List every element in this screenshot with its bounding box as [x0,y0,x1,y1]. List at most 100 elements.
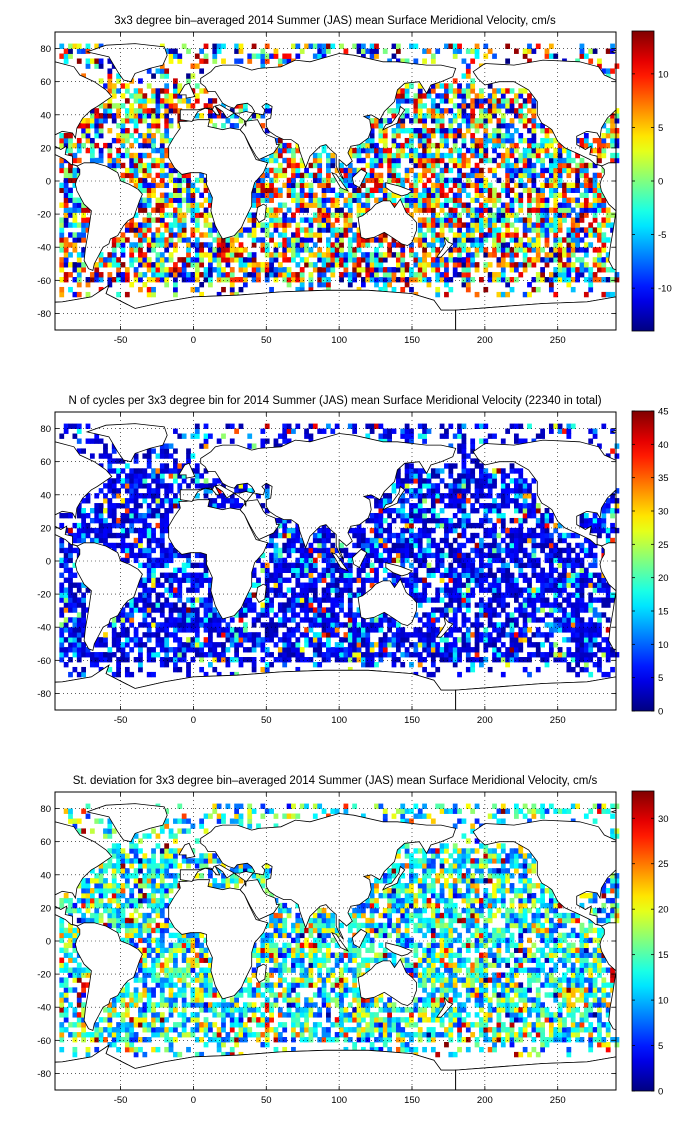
data-cell [98,113,104,119]
data-cell [59,597,65,603]
data-cell [190,257,196,263]
data-cell [575,652,580,658]
data-cell [146,227,152,233]
data-cell [72,182,78,189]
data-cell [500,572,506,578]
data-cell [269,152,274,159]
data-cell [72,627,78,633]
data-cell [522,627,528,633]
data-cell [404,142,410,149]
data-cell [72,602,78,608]
data-cell [339,647,344,653]
data-cell [562,577,567,583]
data-cell [269,552,274,559]
data-cell [286,577,292,583]
data-cell [124,83,130,89]
data-cell [483,157,489,164]
data-cell [89,157,95,164]
data-cell [522,222,528,228]
data-cell [81,132,86,139]
data-cell [356,577,362,583]
data-cell [592,187,598,193]
data-cell [461,108,467,114]
data-cell [374,617,379,623]
data-cell [199,113,205,119]
data-cell [177,177,183,184]
data-cell [308,277,314,283]
data-cell [173,103,178,109]
data-cell [273,547,279,554]
data-cell [575,612,580,618]
data-cell [356,48,362,54]
data-cell [566,197,572,203]
data-cell [168,212,174,218]
data-cell [247,632,253,638]
data-cell [544,167,550,174]
data-cell [483,232,489,238]
data-cell [562,572,567,578]
data-cell [151,118,156,124]
data-cell [181,562,187,569]
data-cell [129,602,135,608]
data-cell [509,108,515,114]
data-cell [579,217,585,223]
data-cell [518,647,524,653]
data-cell [422,128,427,134]
data-cell [199,617,205,623]
data-cell [361,182,366,189]
data-cell [553,291,559,298]
data-cell [492,167,497,174]
data-cell [146,108,152,114]
data-cell [557,247,563,253]
data-cell [522,172,528,179]
data-cell [452,232,458,238]
data-cell [120,137,126,144]
data-cell [435,592,441,598]
data-cell [413,43,419,49]
data-cell [76,237,82,243]
data-cell [68,607,73,613]
data-cell [426,113,432,119]
data-cell [540,572,545,578]
data-cell [461,277,467,283]
data-cell [535,587,541,593]
data-cell [63,567,69,573]
data-cell [470,622,476,628]
data-cell [597,257,602,263]
data-cell [457,272,462,278]
data-cell [439,552,445,559]
data-cell [487,666,493,673]
data-cell [583,242,589,248]
data-cell [334,227,340,233]
data-cell [430,657,436,663]
data-cell [317,197,323,203]
data-cell [465,93,471,99]
data-cell [203,207,209,213]
data-cell [321,632,327,638]
data-cell [326,597,331,603]
data-cell [216,627,222,633]
data-cell [492,607,497,613]
data-cell [435,232,441,238]
data-cell [465,582,471,588]
data-cell [142,252,148,258]
data-cell [395,577,401,583]
data-cell [190,627,196,633]
data-cell [295,557,301,564]
data-cell [597,58,602,64]
data-cell [395,557,401,564]
data-cell [98,58,104,64]
data-cell [334,257,340,263]
data-cell [601,167,607,174]
data-cell [76,147,82,154]
data-cell [151,207,156,213]
data-cell [159,647,165,653]
data-cell [168,177,174,184]
data-cell [334,647,340,653]
data-cell [465,247,471,253]
data-cell [347,632,353,638]
data-cell [356,272,362,278]
data-cell [159,162,165,169]
data-cell [378,123,384,129]
data-cell [199,657,205,663]
